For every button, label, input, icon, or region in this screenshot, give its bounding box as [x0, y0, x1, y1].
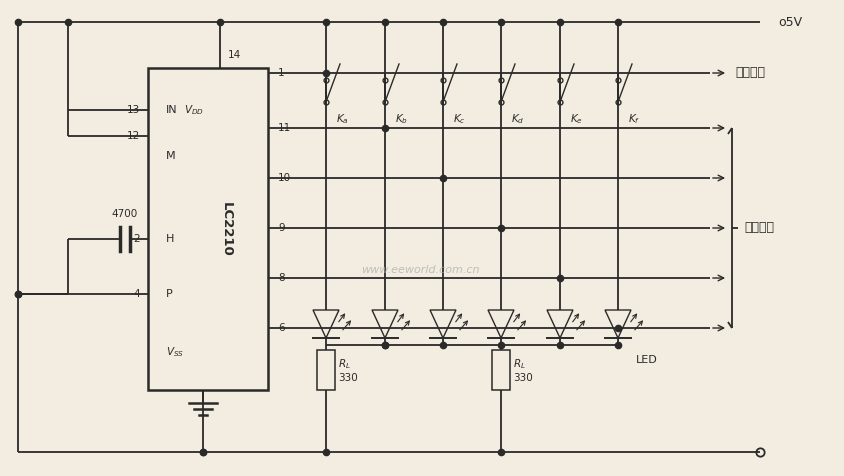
Text: P: P — [165, 289, 172, 299]
Bar — [316, 350, 334, 390]
Text: 互锁输出: 互锁输出 — [743, 221, 773, 235]
Text: $K_b$: $K_b$ — [394, 112, 408, 126]
Text: www.eeworld.com.cn: www.eeworld.com.cn — [360, 265, 479, 275]
Text: 14: 14 — [228, 50, 241, 60]
Text: IN: IN — [165, 105, 177, 115]
Text: 8: 8 — [278, 273, 284, 283]
Text: $V_{DD}$: $V_{DD}$ — [184, 103, 203, 117]
Text: $R_L$
330: $R_L$ 330 — [338, 357, 357, 383]
Text: 4700: 4700 — [111, 209, 138, 219]
Text: 10: 10 — [278, 173, 291, 183]
Text: 2: 2 — [133, 234, 140, 244]
Text: 9: 9 — [278, 223, 284, 233]
Text: o5V: o5V — [777, 16, 801, 29]
Bar — [491, 350, 510, 390]
Text: $K_f$: $K_f$ — [627, 112, 640, 126]
Text: 13: 13 — [127, 105, 140, 115]
Text: H: H — [165, 234, 174, 244]
Text: 12: 12 — [127, 131, 140, 141]
Text: 4: 4 — [133, 289, 140, 299]
Text: $K_a$: $K_a$ — [336, 112, 349, 126]
Text: $K_e$: $K_e$ — [570, 112, 582, 126]
Text: LED: LED — [636, 355, 657, 365]
Text: 6: 6 — [278, 323, 284, 333]
Text: M: M — [165, 151, 176, 161]
Text: 11: 11 — [278, 123, 291, 133]
Bar — [148, 68, 268, 390]
Text: 1: 1 — [278, 68, 284, 78]
Text: $K_d$: $K_d$ — [511, 112, 524, 126]
Text: $V_{SS}$: $V_{SS}$ — [165, 345, 184, 359]
Text: 自锁输出: 自锁输出 — [734, 67, 764, 79]
Text: LC2210: LC2210 — [219, 202, 232, 257]
Text: $R_L$
330: $R_L$ 330 — [512, 357, 532, 383]
Text: $K_c$: $K_c$ — [452, 112, 465, 126]
